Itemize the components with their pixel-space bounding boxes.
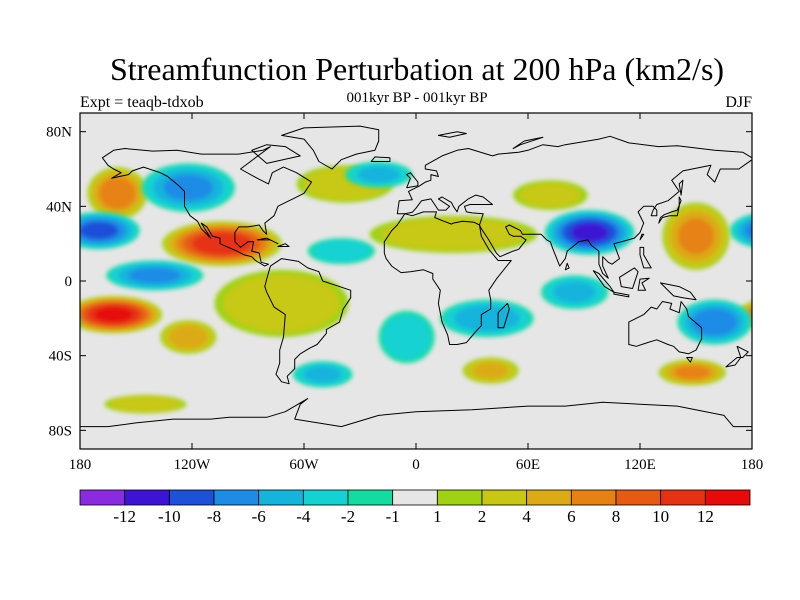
- anomaly-sw-pacific-low: [677, 299, 752, 345]
- anomaly-s-atlantic-mid-low: [378, 310, 435, 364]
- coastline-novaya-zemlya: [512, 136, 544, 149]
- coastline-sri-lanka: [564, 262, 570, 271]
- coastline-south-america: [264, 258, 352, 385]
- colorbar-label: -1: [386, 507, 400, 526]
- coastline-japan: [658, 196, 682, 224]
- y-tick-label: 80S: [49, 423, 72, 439]
- experiment-label: Expt = teaqb-tdxob: [80, 94, 204, 111]
- colorbar-swatch: [660, 489, 706, 506]
- colorbar-swatch: [168, 489, 215, 506]
- colorbar-label: -2: [341, 507, 355, 526]
- coastline-taiwan: [639, 233, 645, 241]
- anomaly-tibet-low: [544, 210, 635, 255]
- x-tick-label: 180: [741, 457, 764, 473]
- y-tick-label: 40N: [46, 199, 72, 215]
- y-tick-label: 80N: [46, 125, 72, 141]
- y-axis-ticks: 80N 40N 0 40S 80S: [46, 125, 752, 439]
- anomaly-tropical-atlantic-low: [307, 238, 375, 265]
- anomaly-ross-sea-high: [104, 394, 187, 414]
- anomaly-sahara-high: [369, 215, 538, 253]
- coastline-borneo: [619, 267, 639, 289]
- colorbar-label: -10: [158, 507, 181, 526]
- anomaly-s-ocean-high: [658, 359, 726, 386]
- colorbar-swatch: [347, 489, 394, 506]
- anomaly-subtropical-pacific-low: [80, 211, 752, 250]
- x-tick-label: 0: [412, 457, 420, 473]
- colorbar-label: -8: [207, 507, 221, 526]
- colorbar-label: 12: [697, 507, 714, 526]
- anomaly-s-africa-low: [440, 299, 534, 337]
- coastline-north-america: [101, 146, 312, 267]
- coastlines: [80, 125, 752, 428]
- x-tick-label: 120E: [624, 457, 656, 473]
- coastline-philippines: [639, 246, 652, 269]
- anomaly-s-pacific-high: [80, 295, 752, 334]
- colorbar-swatch: [258, 489, 304, 506]
- colorbar-swatch: [436, 489, 483, 506]
- colorbar-swatch: [302, 489, 349, 506]
- colorbar-label: 2: [478, 507, 487, 526]
- colorbar-swatch: [79, 489, 126, 506]
- season-label: DJF: [725, 94, 752, 111]
- colorbar-swatch: [124, 489, 170, 506]
- anomaly-field: [80, 161, 752, 414]
- y-tick-label: 0: [65, 274, 73, 290]
- colorbar-label: 1: [433, 507, 442, 526]
- coastline-iceland: [370, 156, 391, 162]
- coastline-antarctica: [80, 398, 752, 428]
- x-tick-label: 60W: [289, 457, 319, 473]
- colorbar-swatch: [615, 489, 662, 506]
- coastline-australia: [628, 301, 703, 355]
- figure-subtitle: 001kyr BP - 001kyr BP: [346, 90, 488, 106]
- anomaly-se-pacific-high: [160, 320, 217, 354]
- colorbar-swatch: [570, 489, 617, 506]
- coastline-java: [613, 291, 630, 298]
- anomaly-mexico-high: [162, 221, 282, 267]
- coastline-madagascar: [497, 302, 510, 329]
- colorbar-label: 6: [567, 507, 576, 526]
- coastline-africa: [383, 211, 512, 345]
- coastline-eurasia: [396, 135, 752, 279]
- coastline-hispaniola: [277, 243, 290, 247]
- anomaly-indian-ocean-low: [541, 275, 609, 309]
- coastline-sakhalin: [678, 179, 684, 196]
- anomaly-central-asia-high: [513, 180, 588, 211]
- colorbar-label: -4: [296, 507, 311, 526]
- x-tick-label: 60E: [516, 457, 540, 473]
- figure-title: Streamfunction Perturbation at 200 hPa (…: [109, 51, 725, 87]
- coastline-uk: [406, 172, 419, 189]
- anomaly-iceland-low: [345, 161, 413, 188]
- coastline-tasmania: [686, 357, 693, 363]
- x-tick-label: 180: [69, 457, 92, 473]
- coastline-sulawesi: [637, 277, 650, 291]
- coastline-new-guinea: [660, 282, 697, 301]
- coastline-baffin: [251, 144, 301, 164]
- coastline-cuba: [256, 237, 279, 245]
- anomaly-s-atlantic-low: [292, 361, 353, 388]
- colorbar-label: 10: [652, 507, 669, 526]
- coastline-sumatra: [592, 270, 615, 293]
- coastline-greenland: [281, 125, 380, 170]
- anomaly-w-pacific-high: [662, 202, 730, 270]
- colorbar-label: -6: [252, 507, 266, 526]
- coastline-svalbard: [437, 131, 467, 138]
- colorbar-swatch: [481, 489, 528, 506]
- x-axis-ticks: 180 120W 60W 0 60E 120E 180: [69, 113, 764, 473]
- colorbar: -12 -10 -8 -6 -4 -2 -1 1 2 4 6 8 10 12: [79, 489, 751, 526]
- x-tick-label: 120W: [174, 457, 212, 473]
- anomaly-s-america-high: [214, 269, 349, 337]
- anomaly-s-indian-high: [462, 357, 519, 384]
- colorbar-swatch: [704, 489, 751, 506]
- colorbar-swatch: [213, 489, 260, 506]
- coastline-new-zealand: [725, 345, 749, 368]
- anomaly-equatorial-pacific-low: [106, 260, 204, 291]
- colorbar-label: 4: [522, 507, 531, 526]
- colorbar-label: 8: [612, 507, 621, 526]
- colorbar-swatch: [526, 489, 572, 506]
- anomaly-n-pacific-high: [87, 167, 148, 220]
- colorbar-swatch: [392, 489, 438, 506]
- colorbar-label: -12: [113, 507, 136, 526]
- y-tick-label: 40S: [49, 349, 72, 365]
